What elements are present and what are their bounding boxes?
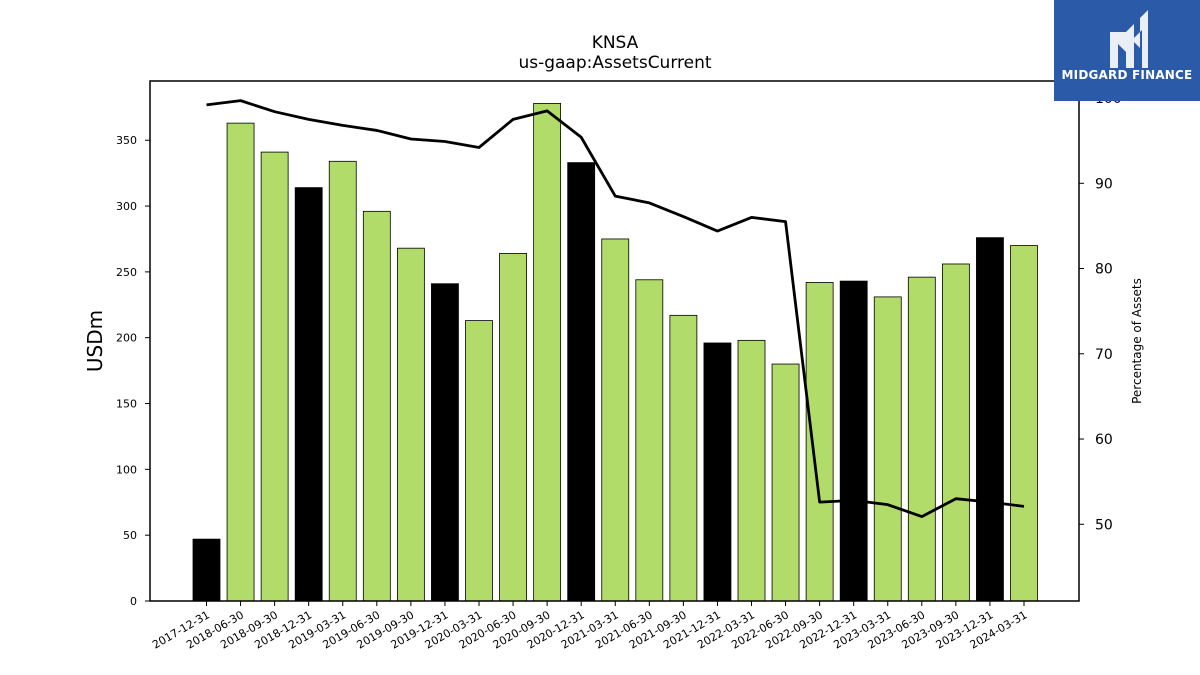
x-axis-ticks: 2017-12-312018-06-302018-09-302018-12-31… [150,601,1030,652]
y-tick-label: 150 [116,398,137,411]
chart-subtitle: us-gaap:AssetsCurrent [518,53,711,73]
y-axis-label: USDm [83,310,107,372]
bar-2024-03-31 [1010,245,1038,602]
bar-2020-03-31 [465,320,493,602]
bar-2023-12-31 [976,237,1004,602]
y-tick-label: 200 [116,332,137,345]
logo-text: MIDGARD FINANCE [1061,68,1193,82]
bar-2023-03-31 [873,296,902,602]
bar-2022-12-31 [839,280,868,602]
y2-tick-label: 80 [1095,262,1113,278]
bar-2021-03-31 [601,238,630,602]
bar-2020-12-31 [567,162,596,602]
midgard-logo-icon [1110,10,1148,68]
bar-2018-12-31 [294,187,323,602]
y-tick-label: 300 [116,200,137,213]
bar-2021-06-30 [635,279,664,602]
y2-tick-label: 90 [1095,176,1113,192]
bar-2022-06-30 [771,363,800,602]
line-series [206,99,1025,519]
y2-axis-label: Percentage of Assets [1130,278,1144,404]
chart-title: KNSA [592,33,639,53]
bar-2019-06-30 [362,210,391,602]
bar-2018-06-30 [226,122,255,602]
bar-2017-12-31 [192,538,221,602]
y-tick-label: 100 [116,463,137,476]
y-tick-label: 250 [116,266,137,279]
y-tick-label: 50 [123,529,137,542]
y2-tick-label: 50 [1095,517,1113,533]
bar-2020-06-30 [499,253,527,602]
bar-2020-09-30 [533,102,562,602]
y2-axis-ticks: 5060708090100 [1079,91,1122,533]
bar-2019-03-31 [328,160,357,602]
bar-2023-06-30 [907,276,936,602]
y-tick-label: 0 [130,595,137,608]
bar-2021-09-30 [669,314,698,602]
bar-2019-12-31 [431,283,459,602]
plot-frame [149,80,1080,602]
bar-2022-09-30 [805,282,834,602]
y-axis-ticks: 0 50 100 150 200 250 300 350 [116,134,150,608]
bar-2022-03-31 [737,339,766,602]
bar-2021-12-31 [703,342,732,602]
y-tick-label: 350 [116,134,137,147]
bar-series [192,102,1038,602]
bar-2018-09-30 [260,151,289,602]
y2-tick-label: 70 [1095,347,1113,363]
y2-tick-label: 60 [1095,432,1113,448]
brand-logo: MIDGARD FINANCE [1054,0,1200,101]
percentage-line [206,99,1025,519]
bar-2023-09-30 [941,263,970,602]
bar-2019-09-30 [396,247,425,602]
